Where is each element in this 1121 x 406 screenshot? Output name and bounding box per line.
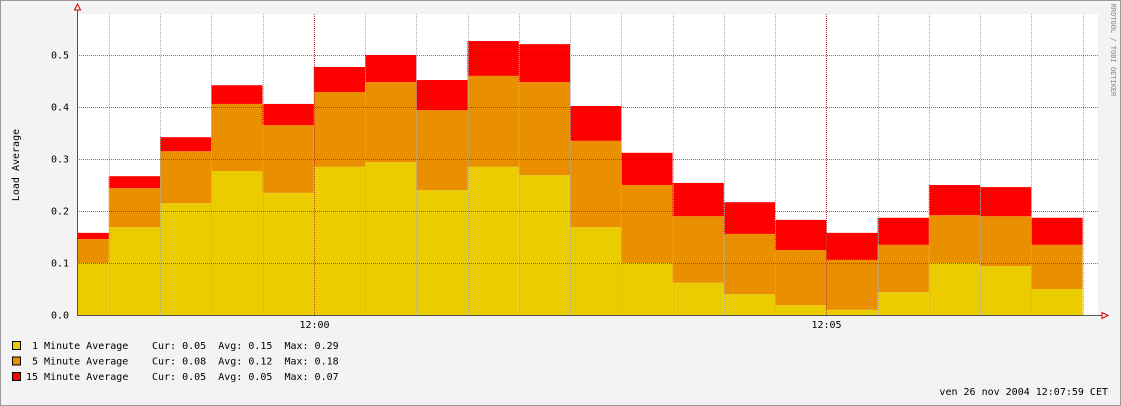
area-step (518, 82, 571, 176)
area-step (365, 82, 417, 163)
area-step (365, 162, 417, 315)
area-step (775, 219, 827, 251)
area-step (928, 215, 981, 264)
area-step (77, 232, 109, 240)
x-axis-arrow (1101, 311, 1110, 320)
x-tick-label: 12:00 (299, 320, 329, 331)
area-step (262, 103, 314, 126)
area-step (211, 170, 263, 315)
area-step (416, 110, 468, 191)
legend-label: 15 Minute Average (26, 372, 128, 383)
timestamp: ven 26 nov 2004 12:07:59 CET (939, 387, 1108, 398)
area-step (313, 67, 366, 92)
area-step (518, 44, 571, 83)
area-step (826, 232, 878, 260)
area-step (723, 294, 776, 315)
area-step (928, 263, 981, 315)
legend-stats: Cur: 0.05 Avg: 0.15 Max: 0.29 (152, 341, 339, 352)
area-step (211, 103, 263, 171)
y-tick-label: 0.3 (51, 155, 69, 166)
area-step (775, 305, 827, 315)
watermark: RRDTOOL / TOBI OETIKER (1109, 4, 1117, 98)
area-step (826, 259, 878, 310)
area-step (211, 85, 263, 104)
area-step (313, 166, 366, 315)
area-step (262, 192, 314, 315)
area-step (416, 80, 468, 111)
area-step (672, 182, 724, 217)
area-step (467, 75, 519, 167)
area-step (980, 266, 1032, 315)
legend-swatch (12, 341, 21, 350)
legend-label: 5 Minute Average (32, 357, 128, 368)
area-step (621, 152, 673, 186)
area-step (570, 140, 622, 228)
area-step (160, 203, 212, 315)
legend-label: 1 Minute Average (32, 341, 128, 352)
area-step (775, 250, 827, 306)
y-tick-label: 0.0 (51, 311, 69, 322)
plot (77, 41, 1083, 315)
area-step (467, 166, 519, 315)
area-step (313, 91, 366, 167)
area-step (416, 190, 468, 315)
area-step (108, 176, 161, 189)
legend-stats: Cur: 0.05 Avg: 0.05 Max: 0.07 (152, 372, 339, 383)
area-step (723, 233, 776, 295)
area-step (1031, 244, 1083, 290)
area-step (160, 137, 212, 152)
area-step (877, 244, 929, 293)
area-step (262, 125, 314, 193)
area-step (826, 309, 878, 315)
area-step (365, 55, 417, 83)
y-tick-label: 0.1 (51, 259, 69, 270)
legend-stats: Cur: 0.08 Avg: 0.12 Max: 0.18 (152, 357, 339, 368)
area-step (77, 263, 109, 315)
x-tick-label: 12:05 (811, 320, 841, 331)
area-step (570, 106, 622, 141)
y-axis-label: Load Average (11, 129, 22, 201)
area-step (877, 292, 929, 315)
area-step (621, 185, 673, 264)
y-tick-label: 0.2 (51, 207, 69, 218)
area-step (877, 217, 929, 245)
area-step (621, 263, 673, 315)
area-step (518, 175, 571, 315)
y-axis-arrow (73, 2, 82, 11)
y-tick-label: 0.5 (51, 51, 69, 62)
legend-swatch (12, 372, 21, 381)
area-step (672, 282, 724, 315)
area-step (928, 185, 981, 216)
area-step (108, 188, 161, 228)
y-tick-label: 0.4 (51, 103, 69, 114)
area-step (723, 202, 776, 234)
area-step (672, 216, 724, 283)
area-step (1031, 289, 1083, 315)
area-step (570, 227, 622, 315)
area-step (108, 227, 161, 315)
area-step (77, 239, 109, 264)
area-step (467, 41, 519, 76)
area-step (1031, 217, 1083, 245)
area-step (980, 216, 1032, 267)
legend-swatch (12, 356, 21, 366)
